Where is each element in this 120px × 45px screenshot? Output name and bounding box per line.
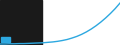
Bar	[0, 0, 42, 45]
